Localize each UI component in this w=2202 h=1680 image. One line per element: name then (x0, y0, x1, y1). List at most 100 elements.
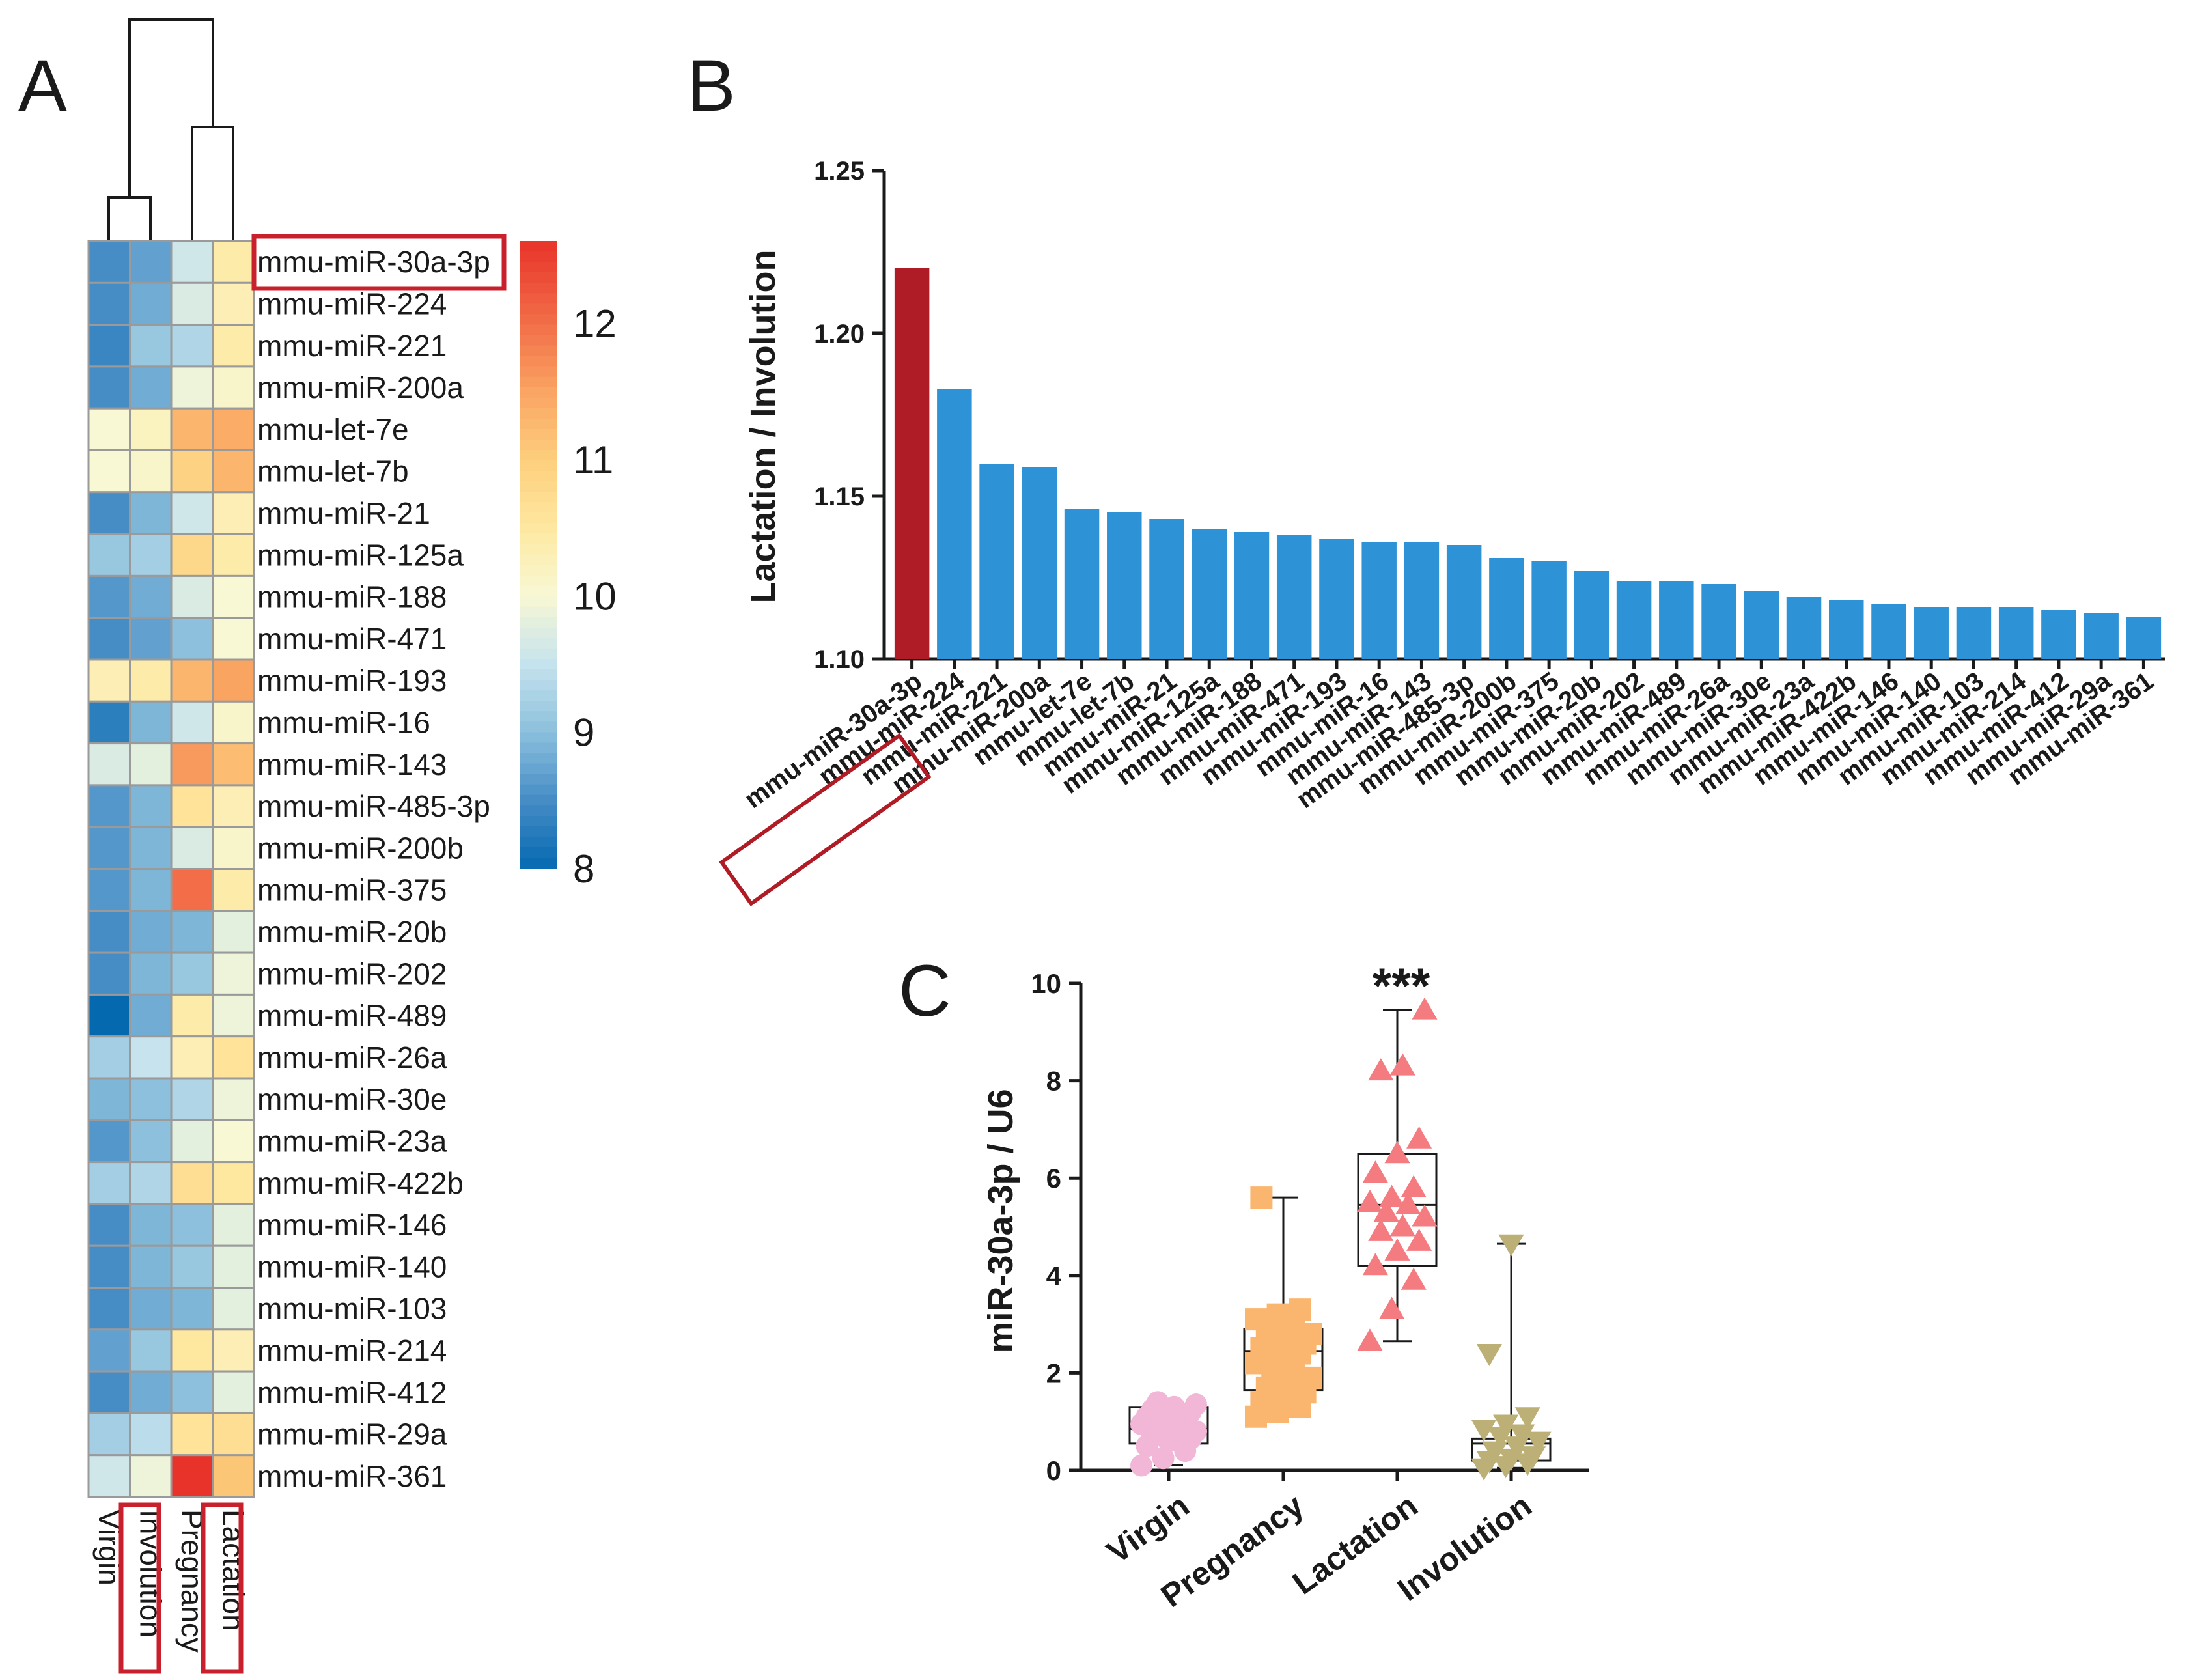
heat-cell-mmu-mir-140-involution (129, 1244, 173, 1289)
b-bar-mmu-mir-471 (1276, 535, 1312, 659)
heat-cell-mmu-mir-471-lactation (212, 617, 255, 661)
row-label-mmu-mir-412: mmu-miR-412 (257, 1375, 447, 1409)
heat-cell-mmu-mir-23a-virgin (87, 1119, 131, 1164)
c-point (1373, 1199, 1399, 1222)
panel-c-box-plot: C miR-30a-3p / U6 0 2 4 6 8 10 VirginPregnanc… (899, 950, 1589, 1614)
c-point (1493, 1414, 1519, 1437)
panel-label-a: A (18, 45, 67, 126)
heat-cell-mmu-mir-125a-lactation (212, 533, 255, 577)
row-label-mmu-mir-202: mmu-miR-202 (257, 957, 447, 990)
panel-label-c: C (899, 950, 951, 1031)
row-label-mmu-mir-214: mmu-miR-214 (257, 1334, 447, 1367)
c-point (1389, 1053, 1415, 1076)
c-point (1289, 1298, 1311, 1321)
heat-cell-mmu-mir-146-lactation (212, 1203, 255, 1247)
heat-cell-mmu-mir-224-lactation (212, 281, 255, 326)
dendro-branch-virgin-involution (107, 196, 152, 240)
heat-cell-mmu-mir-422b-virgin (87, 1161, 131, 1205)
colorbar-segment (520, 460, 557, 472)
b-bar-mmu-mir-21 (1149, 519, 1184, 659)
b-bar-mmu-mir-188 (1234, 532, 1270, 659)
heat-cell-mmu-mir-23a-involution (129, 1119, 173, 1164)
c-y-tick-label: 0 (1046, 1455, 1061, 1486)
heat-cell-mmu-mir-489-lactation (212, 993, 255, 1038)
heat-cell-mmu-let-7b-lactation (212, 449, 255, 494)
colorbar-segment (520, 753, 557, 764)
heat-cell-mmu-mir-140-virgin (87, 1244, 131, 1289)
heat-cell-mmu-mir-103-pregnancy (170, 1287, 214, 1331)
colorbar-segment (520, 314, 557, 326)
colorbar-segment (520, 523, 557, 535)
heat-cell-mmu-mir-422b-involution (129, 1161, 173, 1205)
colorbar-segment (520, 826, 557, 837)
colorbar-segment (520, 711, 557, 723)
heat-cell-mmu-mir-103-virgin (87, 1287, 131, 1331)
c-point (1509, 1424, 1535, 1447)
heat-cell-mmu-mir-202-lactation (212, 951, 255, 996)
c-group-involution (1471, 1234, 1552, 1481)
colorbar-segment (520, 356, 557, 367)
heat-cell-mmu-mir-21-pregnancy (170, 491, 214, 535)
row-label-mmu-mir-200b: mmu-miR-200b (257, 831, 464, 865)
b-bar-mmu-mir-140 (1914, 607, 1949, 659)
row-label-mmu-mir-103: mmu-miR-103 (257, 1292, 447, 1326)
c-point (1379, 1296, 1405, 1319)
heat-cell-mmu-mir-422b-lactation (212, 1161, 255, 1205)
colorbar-tick-label: 11 (573, 438, 613, 482)
heat-cell-mmu-mir-20b-virgin (87, 910, 131, 954)
b-bar-mmu-mir-485-3p (1446, 545, 1482, 659)
heat-cell-mmu-mir-202-involution (129, 951, 173, 996)
heat-cell-mmu-mir-485-3p-virgin (87, 784, 131, 828)
dendro-branch-root (128, 18, 214, 197)
colorbar-segment (520, 784, 557, 796)
heat-cell-mmu-mir-214-involution (129, 1328, 173, 1373)
colorbar-segment (520, 272, 557, 284)
heat-cell-mmu-mir-26a-virgin (87, 1035, 131, 1080)
heat-cell-mmu-mir-489-involution (129, 993, 173, 1038)
b-bar-mmu-mir-200a (1022, 467, 1057, 659)
heat-cell-mmu-mir-412-lactation (212, 1370, 255, 1414)
heat-cell-mmu-mir-214-lactation (212, 1328, 255, 1373)
c-group-virgin (1128, 1391, 1209, 1477)
heat-cell-mmu-mir-224-virgin (87, 281, 131, 326)
b-bar-mmu-mir-103 (1956, 607, 1992, 659)
column-highlight-box-lactation (201, 1502, 244, 1674)
heat-cell-mmu-mir-140-pregnancy (170, 1244, 214, 1289)
row-label-mmu-mir-489: mmu-miR-489 (257, 999, 447, 1033)
colorbar-segment (520, 303, 557, 315)
heat-cell-mmu-mir-375-pregnancy (170, 868, 214, 912)
row-label-mmu-mir-29a: mmu-miR-29a (257, 1418, 447, 1451)
c-point (1266, 1303, 1289, 1326)
b-bar-mmu-mir-361 (2126, 617, 2162, 659)
heat-cell-mmu-mir-202-virgin (87, 951, 131, 996)
heat-cell-mmu-mir-30a-3p-virgin (87, 240, 131, 284)
heat-cell-mmu-mir-485-3p-lactation (212, 784, 255, 828)
b-bar-mmu-mir-23a (1786, 597, 1822, 659)
heat-cell-mmu-mir-412-pregnancy (170, 1370, 214, 1414)
colorbar-segment (520, 376, 557, 388)
colorbar-segment (520, 732, 557, 744)
c-point (1476, 1344, 1502, 1367)
heat-cell-mmu-mir-200a-virgin (87, 365, 131, 410)
heat-cell-mmu-mir-375-virgin (87, 868, 131, 912)
heat-cell-mmu-mir-143-virgin (87, 742, 131, 787)
heat-cell-mmu-mir-188-lactation (212, 574, 255, 619)
colorbar-segment (520, 794, 557, 806)
b-bar-mmu-mir-375 (1531, 561, 1567, 659)
c-point (1384, 1141, 1410, 1164)
b-bar-mmu-mir-422b (1829, 600, 1864, 659)
c-groups (1128, 997, 1552, 1481)
heat-cell-mmu-mir-125a-pregnancy (170, 533, 214, 577)
c-point (1406, 1228, 1432, 1251)
row-label-mmu-mir-422b: mmu-miR-422b (257, 1166, 464, 1200)
colorbar-segment (520, 701, 557, 712)
c-significance-label: *** (1373, 959, 1430, 1014)
b-x-tick-labels: mmu-miR-30a-3pmmu-miR-224mmu-miR-221mmu-… (740, 666, 2159, 814)
heat-cell-mmu-mir-16-virgin (87, 700, 131, 745)
colorbar-segment (520, 815, 557, 827)
colorbar-segment (520, 345, 557, 357)
heat-cell-mmu-mir-221-involution (129, 324, 173, 368)
c-point (1401, 1267, 1427, 1290)
heat-cell-mmu-mir-29a-lactation (212, 1412, 255, 1457)
